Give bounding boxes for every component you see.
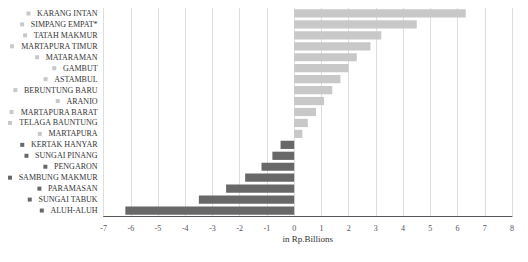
svg-text:KARANG INTAN: KARANG INTAN: [37, 9, 98, 18]
svg-text:2: 2: [347, 224, 351, 233]
svg-text:PARAMASAN: PARAMASAN: [48, 184, 98, 193]
svg-text:5: 5: [428, 224, 432, 233]
svg-text:-7: -7: [100, 224, 107, 233]
svg-text:SAMBUNG MAKMUR: SAMBUNG MAKMUR: [19, 173, 99, 182]
svg-text:7: 7: [483, 224, 487, 233]
svg-text:-5: -5: [155, 224, 162, 233]
svg-text:6: 6: [456, 224, 460, 233]
svg-text:SUNGAI PINANG: SUNGAI PINANG: [35, 151, 98, 161]
svg-text:in Rp.Billions: in Rp.Billions: [283, 234, 334, 244]
svg-text:SUNGAI TABUK: SUNGAI TABUK: [38, 195, 98, 205]
svg-text:KERTAK HANYAR: KERTAK HANYAR: [31, 140, 98, 149]
svg-text:GAMBUT: GAMBUT: [63, 64, 98, 73]
svg-text:PENGARON: PENGARON: [54, 162, 98, 171]
svg-text:TATAH MAKMUR: TATAH MAKMUR: [34, 31, 98, 40]
svg-text:MATARAMAN: MATARAMAN: [45, 52, 98, 62]
svg-text:0: 0: [292, 224, 296, 233]
svg-text:MARTAPURA TIMUR: MARTAPURA TIMUR: [21, 42, 98, 51]
svg-text:-6: -6: [127, 224, 134, 233]
svg-text:-2: -2: [236, 224, 243, 233]
svg-text:ARANIO: ARANIO: [66, 97, 97, 106]
svg-text:-4: -4: [182, 224, 189, 233]
svg-text:ASTAMBUL: ASTAMBUL: [54, 75, 97, 84]
svg-text:1: 1: [319, 224, 323, 233]
svg-text:ALUH-ALUH: ALUH-ALUH: [50, 206, 97, 215]
svg-text:SIMPANG EMPAT*: SIMPANG EMPAT*: [31, 20, 98, 29]
svg-text:MARTAPURA: MARTAPURA: [48, 129, 97, 138]
svg-text:-1: -1: [264, 224, 271, 233]
svg-text:8: 8: [510, 224, 514, 233]
svg-text:4: 4: [401, 224, 405, 233]
svg-text:-3: -3: [209, 224, 216, 233]
svg-text:BERUNTUNG BARU: BERUNTUNG BARU: [24, 85, 98, 95]
svg-text:3: 3: [374, 224, 378, 233]
svg-text:MARTAPURA BARAT: MARTAPURA BARAT: [21, 108, 98, 117]
svg-text:TELAGA BAUNTUNG: TELAGA BAUNTUNG: [19, 118, 98, 127]
